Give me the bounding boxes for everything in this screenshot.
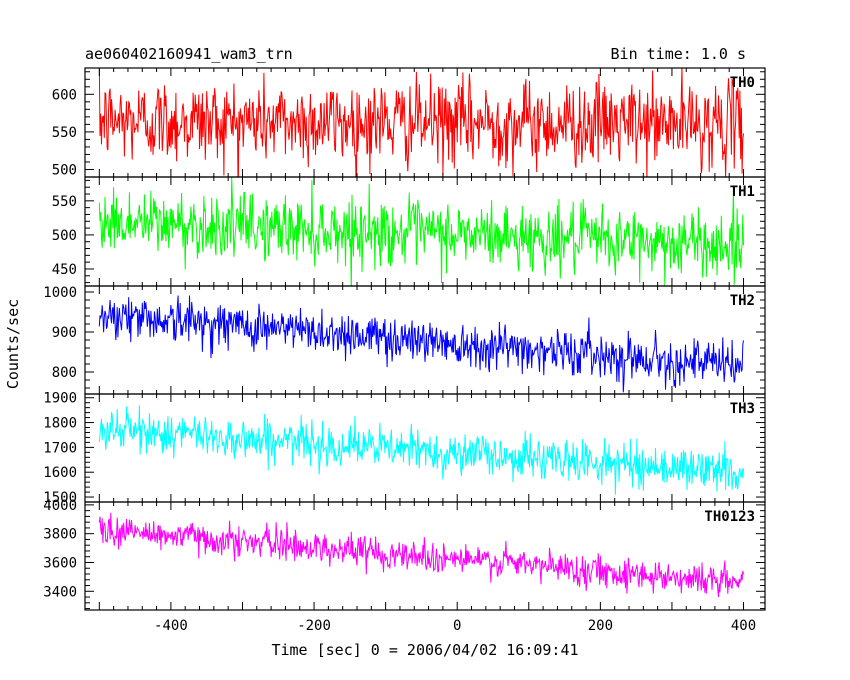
panel-label-th3: TH3 [730, 401, 755, 417]
y-tick-label: 600 [52, 87, 77, 103]
x-tick-label: -200 [297, 618, 331, 634]
y-tick-label: 800 [52, 365, 77, 381]
series-line-th1 [98, 177, 744, 286]
x-tick-label: -400 [154, 618, 188, 634]
y-tick-label: 1600 [43, 465, 77, 481]
y-tick-label: 500 [52, 228, 77, 244]
y-tick-label: 3800 [43, 527, 77, 543]
y-tick-label: 550 [52, 125, 77, 141]
x-tick-label: 0 [453, 618, 461, 634]
y-tick-label: 1500 [43, 490, 77, 506]
series-line-th0123 [98, 512, 744, 598]
chart-title: ae060402160941_wam3_trn [85, 45, 293, 63]
x-axis-label: Time [sec] 0 = 2006/04/02 16:09:41 [271, 641, 578, 659]
frame-layer: 500 550 600 TH0 450 500 550 TH1 800 900 1000 TH2 150… [43, 67, 766, 634]
panel-frame-th0123 [84, 501, 766, 611]
x-tick-label: 200 [588, 618, 613, 634]
y-tick-label: 3400 [43, 584, 77, 600]
y-axis-label: Counts/sec [4, 299, 22, 389]
series-line-th3 [98, 405, 744, 495]
x-tick-label: 400 [731, 618, 756, 634]
y-tick-label: 450 [52, 262, 77, 278]
y-tick-label: 3600 [43, 555, 77, 571]
panel-label-th1: TH1 [730, 184, 755, 200]
series-layer [98, 68, 744, 598]
chart-subtitle: Bin time: 1.0 s [611, 45, 746, 63]
y-tick-label: 1800 [43, 416, 77, 432]
panel-label-th0123: TH0123 [704, 509, 755, 525]
y-tick-label: 900 [52, 325, 77, 341]
series-line-th2 [98, 295, 744, 393]
y-tick-label: 1700 [43, 440, 77, 456]
panel-frame-th2 [84, 285, 766, 395]
y-tick-label: 500 [52, 162, 77, 178]
panel-label-th2: TH2 [730, 293, 755, 309]
y-tick-label: 550 [52, 194, 77, 210]
series-line-th0 [98, 68, 744, 177]
y-tick-label: 1000 [43, 285, 77, 301]
y-tick-label: 1900 [43, 391, 77, 407]
y-tick-label: 4000 [43, 498, 77, 514]
panel-label-th0: TH0 [730, 75, 755, 91]
